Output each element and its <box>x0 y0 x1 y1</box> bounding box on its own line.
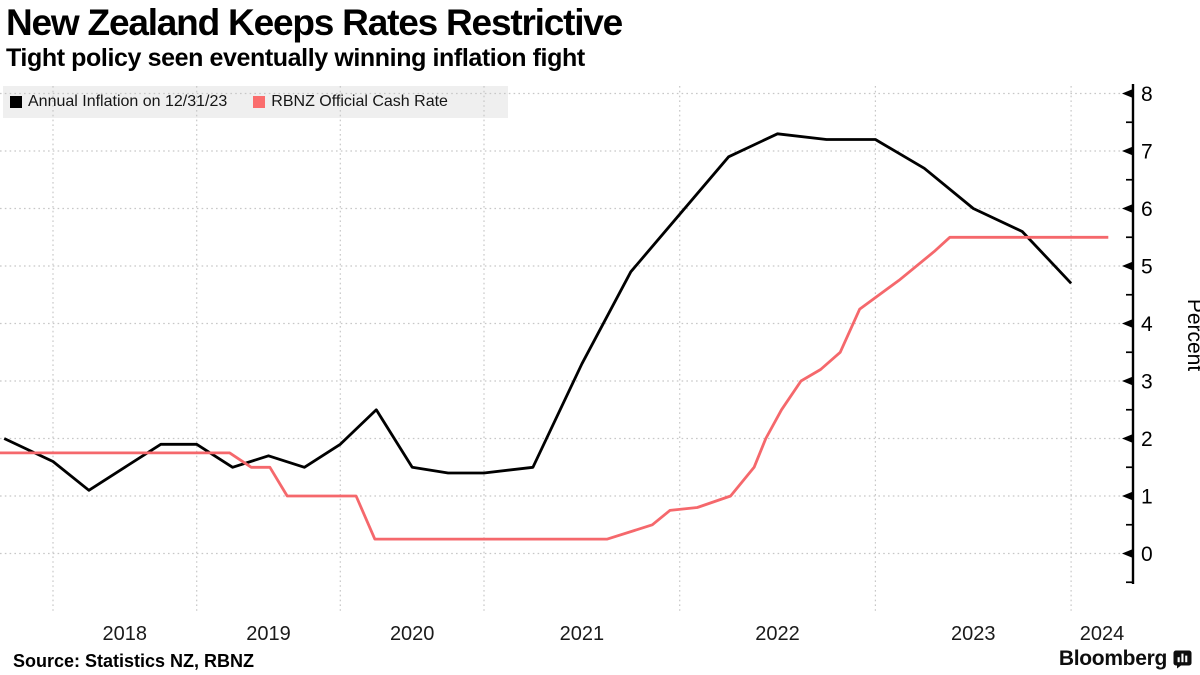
y-tick-label: 4 <box>1141 313 1153 336</box>
y-tick-label: 6 <box>1141 198 1153 221</box>
bloomberg-wordmark: Bloomberg <box>1058 647 1167 670</box>
ocr-series-swatch <box>253 96 266 108</box>
y-tick-label: 5 <box>1141 256 1153 279</box>
legend-item-ocr: RBNZ Official Cash Rate <box>253 93 448 111</box>
chart-legend: Annual Inflation on 12/31/23 RBNZ Offici… <box>10 86 448 118</box>
x-tick-label: 2023 <box>951 623 996 645</box>
legend-item-label: Annual Inflation on 12/31/23 <box>28 93 228 110</box>
major-tick <box>1122 376 1133 386</box>
horizontal-gridlines <box>0 92 1133 555</box>
x-tick-label: 2020 <box>390 623 435 645</box>
major-tick <box>1122 434 1133 443</box>
source-note: Source: Statistics NZ, RBNZ <box>13 651 255 671</box>
major-tick <box>1122 549 1133 558</box>
major-tick <box>1122 89 1133 98</box>
y-axis: 0 1 2 3 4 5 6 7 8 <box>1122 83 1153 584</box>
y-tick-label: 1 <box>1141 486 1153 509</box>
y-tick-label: 7 <box>1141 141 1153 164</box>
inflation-line <box>3 132 1073 492</box>
x-tick-label: 2018 <box>103 623 148 645</box>
x-tick-label: 2024 <box>1080 623 1125 645</box>
y-tick-label: 2 <box>1141 428 1153 451</box>
vertical-gridlines <box>52 86 1072 613</box>
major-tick <box>1122 204 1133 213</box>
x-tick-label: 2021 <box>560 623 605 645</box>
y-tick-label: 0 <box>1141 543 1153 566</box>
y-tick-label: 3 <box>1141 371 1153 394</box>
page-subtitle: Tight policy seen eventually winning inf… <box>6 44 585 72</box>
y-axis-title: Percent <box>1183 299 1200 372</box>
x-tick-label: 2019 <box>246 623 291 645</box>
major-tick <box>1122 261 1133 271</box>
page-title: New Zealand Keeps Rates Restrictive <box>6 2 623 43</box>
inflation-series-swatch <box>10 96 22 108</box>
major-tick <box>1122 491 1133 501</box>
legend-item-inflation: Annual Inflation on 12/31/23 <box>10 93 227 111</box>
x-axis-labels: 2018 2019 2020 2021 2022 2023 2024 <box>103 623 1125 645</box>
legend-item-label: RBNZ Official Cash Rate <box>271 93 448 110</box>
y-tick-label: 8 <box>1141 83 1153 106</box>
bloomberg-chart-icon <box>1173 650 1192 668</box>
bloomberg-logo: Bloomberg <box>1059 647 1192 671</box>
major-tick <box>1122 319 1133 328</box>
x-tick-label: 2022 <box>755 623 800 645</box>
major-tick <box>1122 146 1133 156</box>
cash-rate-line <box>0 235 1109 541</box>
